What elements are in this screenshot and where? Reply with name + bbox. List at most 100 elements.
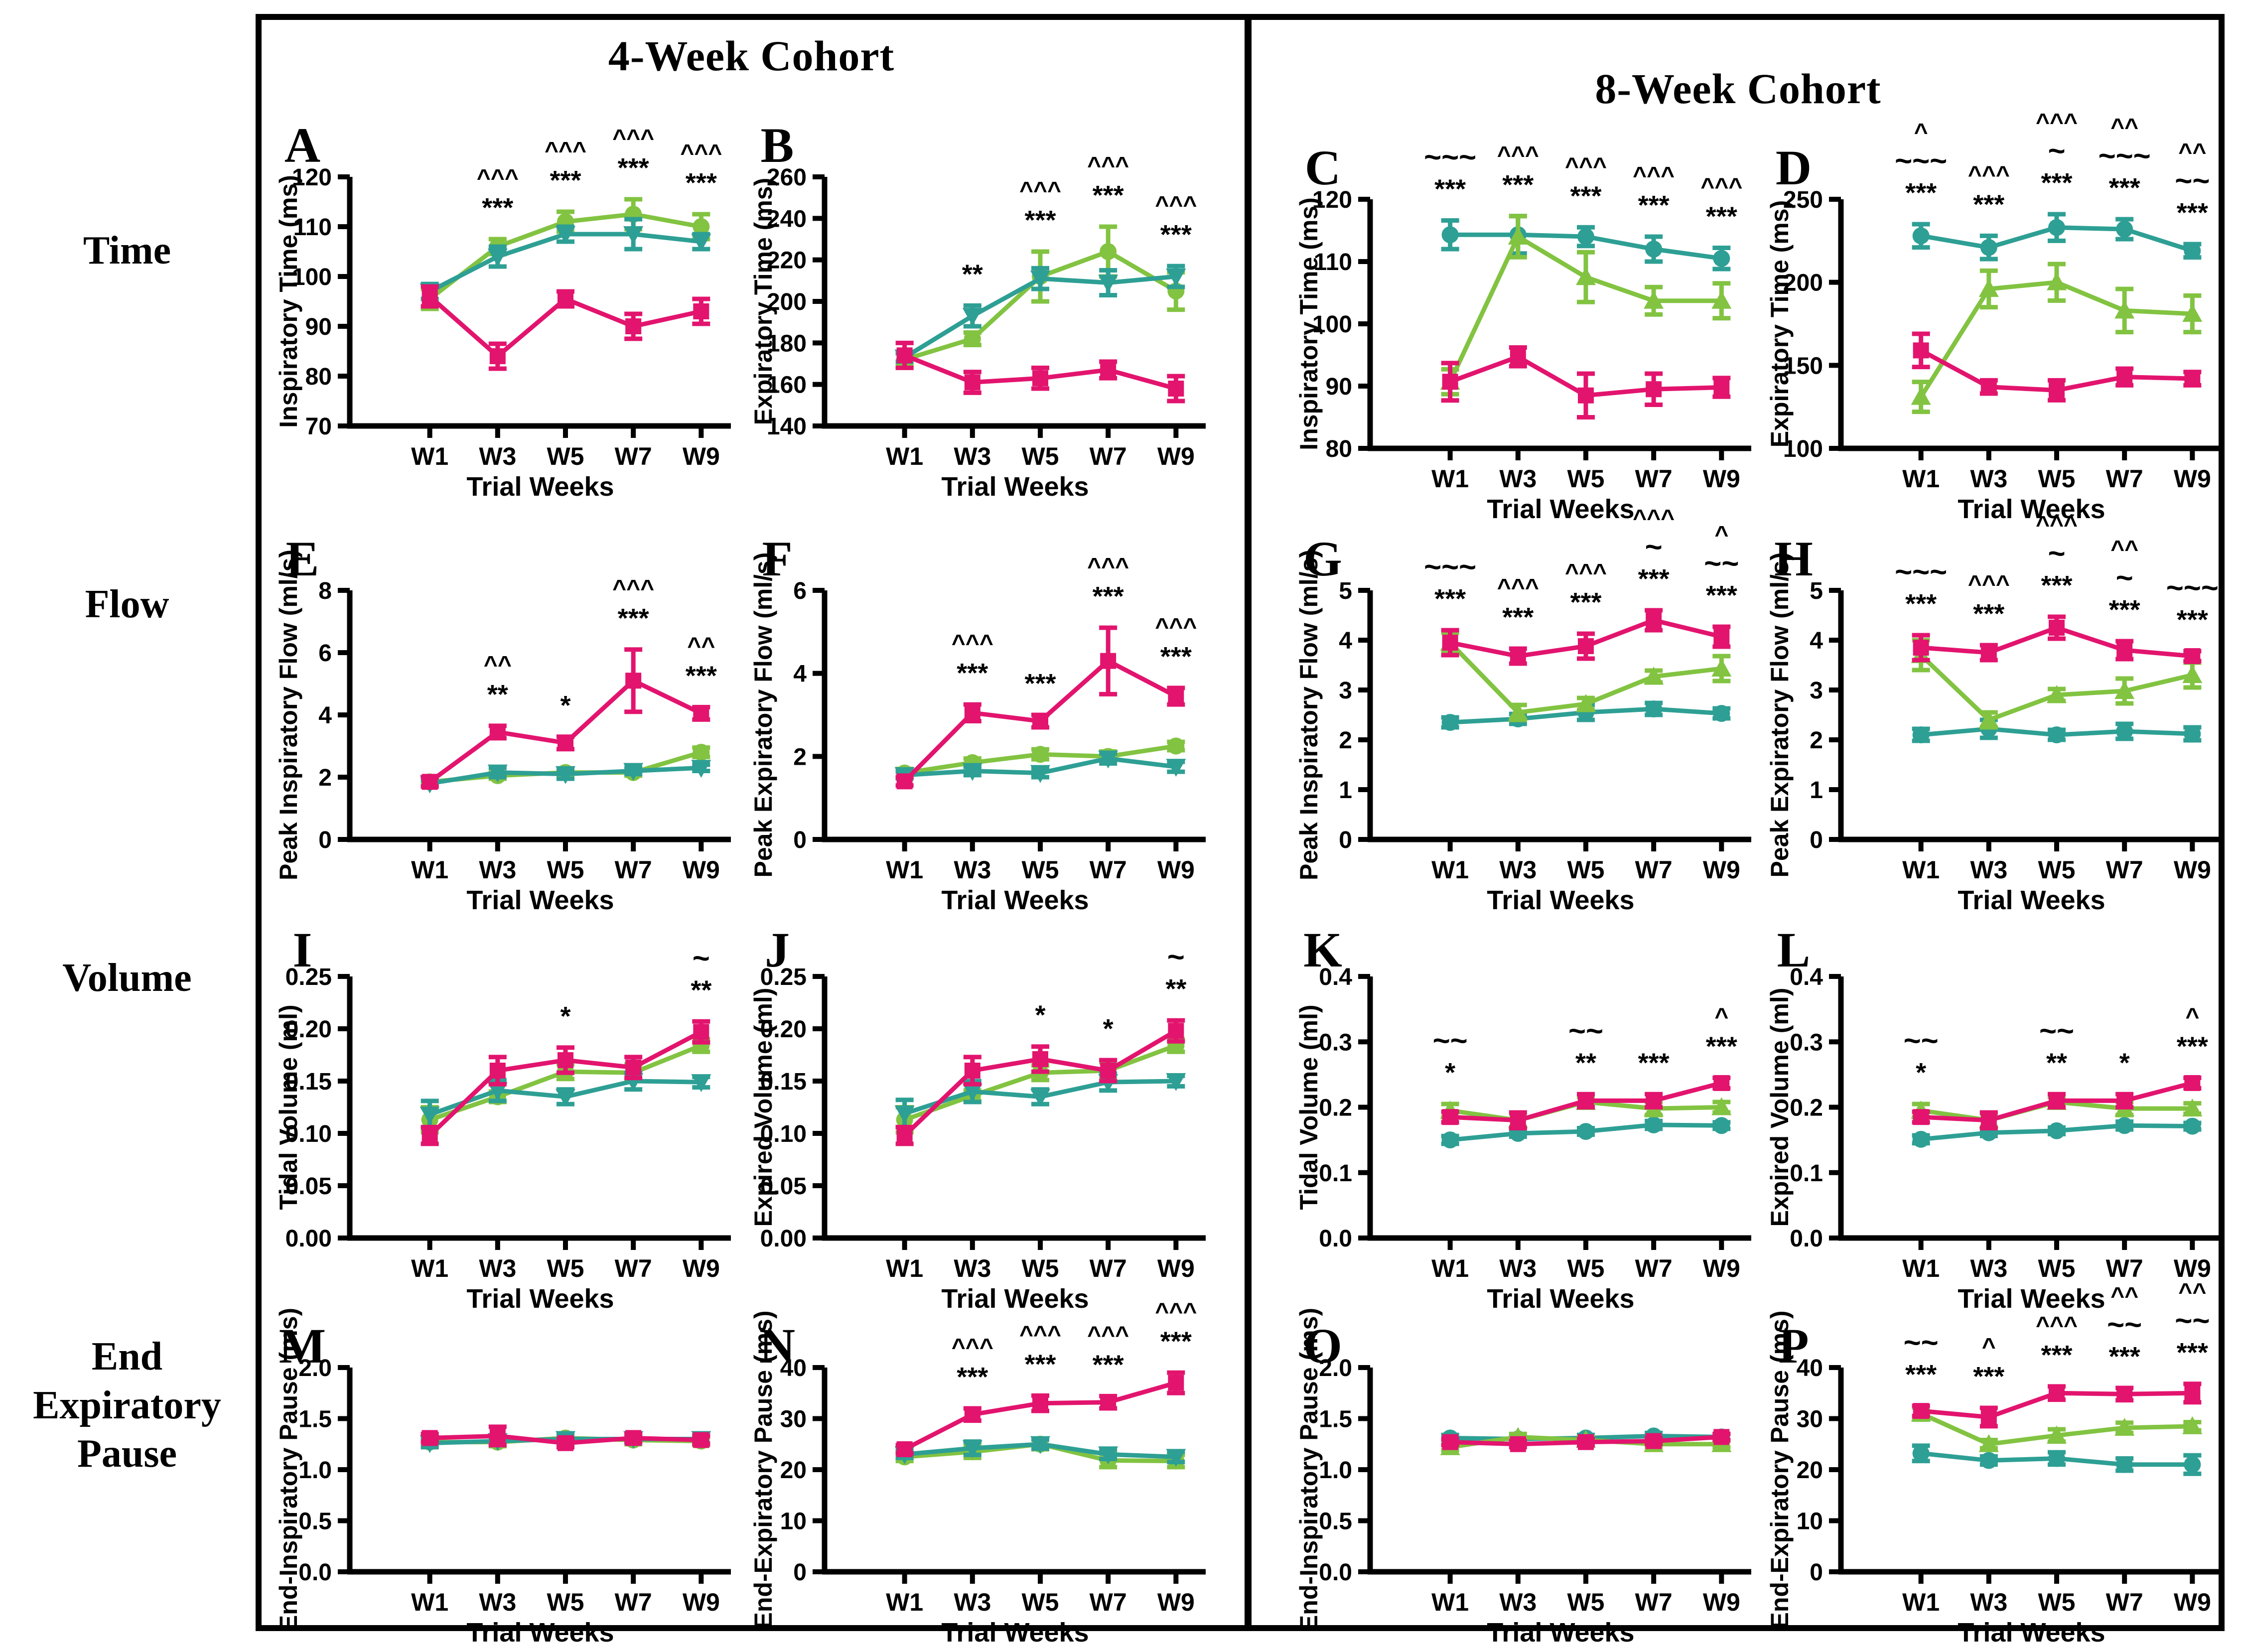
panel-L-chart: L 0.0 0.1 0.2 0.3 0.4 W1 W3 W5 W7 W9 Expired Volume… <box>1766 922 2222 1314</box>
svg-text:W5: W5 <box>2038 465 2075 493</box>
svg-text:***: *** <box>2177 1338 2208 1368</box>
svg-text:^^^: ^^^ <box>1633 162 1675 189</box>
svg-text:***: *** <box>550 165 581 195</box>
svg-text:~~: ~~ <box>2039 1014 2074 1047</box>
svg-text:W3: W3 <box>1499 1254 1537 1282</box>
svg-text:10: 10 <box>1797 1509 1823 1535</box>
svg-text:End-Inspiratory Pause (ms): End-Inspiratory Pause (ms) <box>275 1308 302 1632</box>
svg-text:~~~: ~~~ <box>1424 550 1476 583</box>
svg-text:W1: W1 <box>1902 465 1940 493</box>
svg-text:W7: W7 <box>2106 856 2143 884</box>
svg-text:W5: W5 <box>1567 465 1604 493</box>
svg-text:Trial Weeks: Trial Weeks <box>1487 494 1634 524</box>
svg-text:Expiratory Time (ms): Expiratory Time (ms) <box>1766 200 1794 447</box>
svg-text:~~~: ~~~ <box>1895 144 1947 177</box>
svg-text:4: 4 <box>318 702 332 729</box>
svg-text:*: * <box>560 690 570 720</box>
svg-text:W9: W9 <box>2174 856 2211 884</box>
svg-text:W1: W1 <box>1902 856 1940 884</box>
svg-text:Trial Weeks: Trial Weeks <box>466 885 614 915</box>
panel-I: I 0.00 0.05 0.10 0.15 0.20 0.25 W1 W3 W5 W7 W9 Tidal… <box>275 917 746 1314</box>
svg-text:200: 200 <box>767 289 807 315</box>
svg-text:^^^: ^^^ <box>1497 142 1539 168</box>
svg-text:~~: ~~ <box>1433 1024 1468 1057</box>
svg-text:0.3: 0.3 <box>1319 1029 1352 1056</box>
svg-text:^^^: ^^^ <box>477 165 519 191</box>
svg-text:W5: W5 <box>1567 1254 1604 1282</box>
svg-text:W5: W5 <box>547 442 584 470</box>
svg-text:***: *** <box>1706 580 1737 610</box>
panel-B: B 140 160 180 200 220 240 260 W1 W3 W5 W7 W9 Expirato… <box>749 95 1221 502</box>
svg-text:W7: W7 <box>615 856 652 884</box>
svg-text:**: ** <box>1165 974 1186 1004</box>
svg-text:W3: W3 <box>954 1588 991 1616</box>
svg-text:0.5: 0.5 <box>298 1509 332 1535</box>
row-label-flow: Flow <box>85 582 169 626</box>
svg-text:***: *** <box>1638 190 1670 220</box>
svg-text:100: 100 <box>292 264 332 290</box>
svg-text:***: *** <box>1502 170 1534 200</box>
panel-F-chart: F 0 2 4 6 W1 W3 W5 W7 W9 Peak Expiratory Flow (ml/… <box>749 531 1206 915</box>
svg-text:^^^: ^^^ <box>1968 161 2010 188</box>
svg-text:0.20: 0.20 <box>285 1016 332 1043</box>
svg-text:***: *** <box>1973 189 2004 219</box>
svg-text:^^^: ^^^ <box>2036 109 2078 136</box>
svg-text:0.05: 0.05 <box>285 1173 332 1200</box>
svg-text:Trial Weeks: Trial Weeks <box>1487 1284 1634 1314</box>
svg-text:^^^: ^^^ <box>2036 1312 2078 1339</box>
panel-H: H 0 1 2 3 4 5 W1 W3 W5 W7 W9 Peak Expiratory Flow (m… <box>1766 508 2237 915</box>
svg-text:^^^: ^^^ <box>1968 571 2010 597</box>
svg-text:^^^: ^^^ <box>680 140 722 166</box>
svg-text:^^^: ^^^ <box>952 630 993 657</box>
svg-text:0: 0 <box>793 827 807 853</box>
svg-text:2: 2 <box>1810 727 1823 754</box>
svg-text:100: 100 <box>1783 436 1823 462</box>
svg-text:^^^: ^^^ <box>1155 192 1197 218</box>
svg-text:0.0: 0.0 <box>298 1559 332 1586</box>
svg-text:8: 8 <box>318 578 332 604</box>
svg-text:W1: W1 <box>886 1254 923 1282</box>
svg-text:***: *** <box>1093 1350 1124 1379</box>
svg-text:W1: W1 <box>1902 1588 1940 1616</box>
svg-text:~: ~ <box>2048 537 2065 570</box>
svg-text:W7: W7 <box>2106 1588 2143 1616</box>
svg-text:***: *** <box>1160 1326 1192 1356</box>
svg-text:0.25: 0.25 <box>285 964 332 990</box>
panel-P-chart: P 0 10 20 30 40 W1 W3 W5 W7 W9 End-Expiratory Pause… <box>1766 1279 2222 1648</box>
svg-text:***: *** <box>1570 181 1601 211</box>
svg-text:W9: W9 <box>2174 1254 2211 1282</box>
panel-N: N 0 10 20 30 40 W1 W3 W5 W7 W9 End-Expiratory Pause… <box>749 1298 1221 1648</box>
svg-text:J: J <box>765 922 790 977</box>
svg-text:***: *** <box>1434 584 1466 614</box>
svg-text:^^^: ^^^ <box>1087 553 1129 580</box>
svg-text:***: *** <box>2109 595 2140 625</box>
svg-text:M: M <box>279 1318 326 1374</box>
svg-text:^^: ^^ <box>687 633 715 659</box>
svg-text:40: 40 <box>1797 1355 1823 1381</box>
svg-text:W9: W9 <box>1157 442 1195 470</box>
svg-text:W1: W1 <box>1431 856 1469 884</box>
svg-text:W7: W7 <box>1090 856 1127 884</box>
svg-text:Peak Inspiratory Flow (ml/s): Peak Inspiratory Flow (ml/s) <box>1295 550 1323 880</box>
cohort-title-8week: 8-Week Cohort <box>1595 65 1881 113</box>
panel-L: L 0.0 0.1 0.2 0.3 0.4 W1 W3 W5 W7 W9 Expired Volume… <box>1766 917 2237 1314</box>
svg-text:W7: W7 <box>615 1254 652 1282</box>
svg-text:W9: W9 <box>1157 1254 1195 1282</box>
svg-text:^: ^ <box>1982 1334 1996 1360</box>
svg-text:0.0: 0.0 <box>1319 1226 1352 1252</box>
svg-text:~~: ~~ <box>1704 547 1739 580</box>
svg-text:1: 1 <box>1810 777 1823 804</box>
svg-text:W5: W5 <box>2038 1254 2075 1282</box>
svg-text:110: 110 <box>293 214 332 241</box>
svg-text:***: *** <box>1024 205 1056 235</box>
svg-text:W7: W7 <box>1635 1254 1673 1282</box>
svg-text:***: *** <box>1434 174 1466 204</box>
svg-text:2.0: 2.0 <box>298 1355 332 1381</box>
svg-text:200: 200 <box>1783 270 1823 296</box>
svg-text:**: ** <box>691 975 711 1005</box>
svg-text:W5: W5 <box>547 856 584 884</box>
svg-text:***: *** <box>1024 1349 1056 1379</box>
svg-text:**: ** <box>1575 1048 1596 1078</box>
svg-text:Tidal Volume (ml): Tidal Volume (ml) <box>1295 1004 1323 1210</box>
